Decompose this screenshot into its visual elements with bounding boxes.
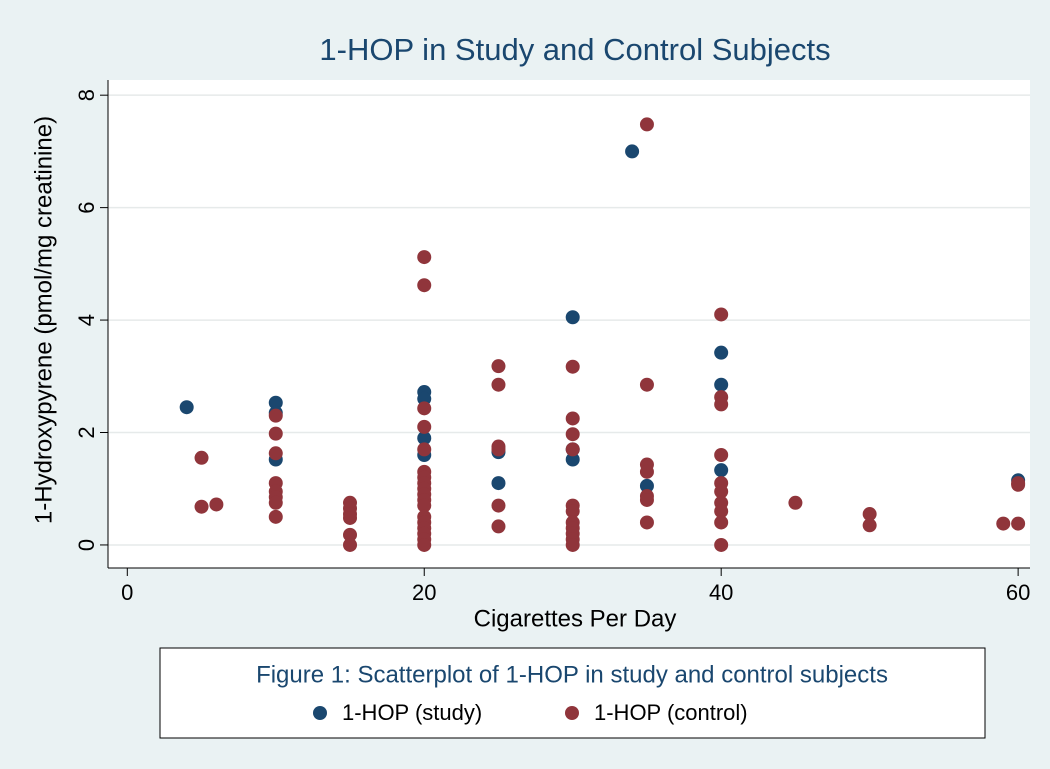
point — [565, 359, 580, 374]
point — [417, 431, 432, 446]
point — [565, 537, 580, 552]
legend-marker — [565, 706, 579, 720]
legend-label: 1-HOP (control) — [594, 700, 748, 725]
point — [417, 498, 432, 513]
point — [639, 377, 654, 392]
point — [343, 527, 358, 542]
point — [996, 516, 1011, 531]
point — [491, 519, 506, 534]
point — [417, 278, 432, 293]
y-tick-label: 0 — [74, 539, 99, 551]
x-tick-label: 40 — [709, 580, 733, 605]
point — [417, 401, 432, 416]
x-axis-title: Cigarettes Per Day — [474, 605, 677, 632]
y-tick-label: 4 — [74, 314, 99, 326]
point — [862, 507, 877, 522]
point — [714, 537, 729, 552]
point — [343, 510, 358, 525]
point — [714, 397, 729, 412]
legend-label: 1-HOP (study) — [342, 700, 482, 725]
point — [714, 345, 729, 360]
point — [714, 504, 729, 519]
legend-marker — [313, 706, 327, 720]
point — [714, 307, 729, 322]
y-tick-label: 6 — [74, 201, 99, 213]
x-tick-label: 20 — [412, 580, 436, 605]
point — [491, 377, 506, 392]
x-tick-label: 60 — [1006, 580, 1030, 605]
point — [491, 442, 506, 457]
y-axis-title: 1-Hydroxypyrene (pmol/mg creatinine) — [30, 116, 57, 524]
point — [565, 411, 580, 426]
point — [714, 377, 729, 392]
point — [862, 518, 877, 533]
point — [714, 484, 729, 499]
point — [417, 250, 432, 265]
point — [714, 515, 729, 530]
y-tick-label: 8 — [74, 89, 99, 101]
point — [417, 442, 432, 457]
y-tick-label: 2 — [74, 426, 99, 438]
point — [714, 463, 729, 478]
point — [565, 504, 580, 519]
point — [639, 492, 654, 507]
point — [179, 400, 194, 415]
point — [1011, 516, 1026, 531]
point — [194, 450, 209, 465]
point — [639, 515, 654, 530]
point — [1011, 477, 1026, 492]
point — [417, 537, 432, 552]
point — [491, 359, 506, 374]
point — [343, 537, 358, 552]
point — [209, 497, 224, 512]
point — [625, 144, 640, 159]
point — [417, 419, 432, 434]
point — [491, 476, 506, 491]
plot-area — [108, 80, 1030, 568]
point — [565, 310, 580, 325]
point — [788, 495, 803, 510]
point — [491, 498, 506, 513]
point — [194, 499, 209, 514]
legend-title: Figure 1: Scatterplot of 1-HOP in study … — [256, 661, 888, 688]
point — [714, 447, 729, 462]
point — [268, 446, 283, 461]
legend-box — [159, 647, 986, 739]
chart-title: 1-HOP in Study and Control Subjects — [319, 32, 830, 67]
x-tick-label: 0 — [121, 580, 133, 605]
point — [639, 464, 654, 479]
point — [268, 509, 283, 524]
point — [639, 478, 654, 493]
point — [268, 408, 283, 423]
point — [268, 426, 283, 441]
point — [268, 395, 283, 410]
point — [268, 495, 283, 510]
point — [639, 117, 654, 132]
point — [565, 452, 580, 467]
point — [565, 427, 580, 442]
point — [565, 442, 580, 457]
